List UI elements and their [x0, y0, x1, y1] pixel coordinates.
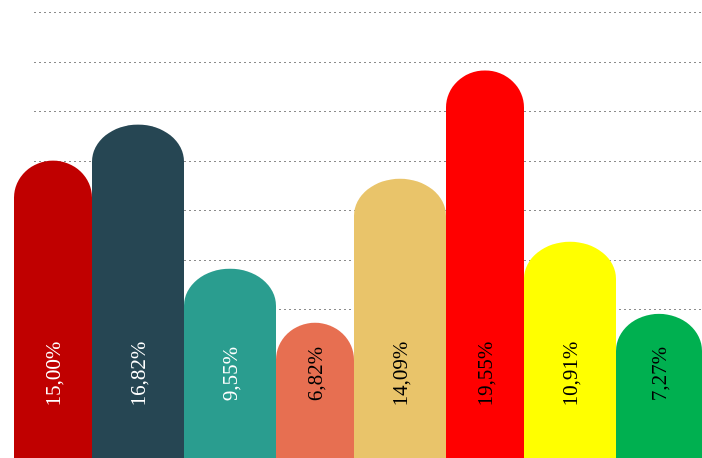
data-label: 6,82% [303, 347, 327, 401]
data-label: 16,82% [126, 342, 150, 407]
bar [524, 241, 616, 458]
bars [14, 70, 702, 458]
data-label: 9,55% [218, 347, 242, 401]
bar [92, 124, 184, 458]
data-label: 14,09% [388, 342, 412, 407]
bar [14, 160, 92, 458]
data-label: 7,27% [647, 347, 671, 401]
bar [184, 268, 276, 458]
data-label: 10,91% [558, 342, 582, 407]
bar [616, 313, 702, 458]
bar [354, 178, 446, 458]
bar [276, 322, 354, 458]
data-label: 15,00% [41, 342, 65, 407]
bar [446, 70, 524, 458]
data-label: 19,55% [473, 342, 497, 407]
data-labels: 15,00% 16,82% 9,55% 6,82% 14,09% 19,55% 10,91%… [41, 342, 671, 407]
